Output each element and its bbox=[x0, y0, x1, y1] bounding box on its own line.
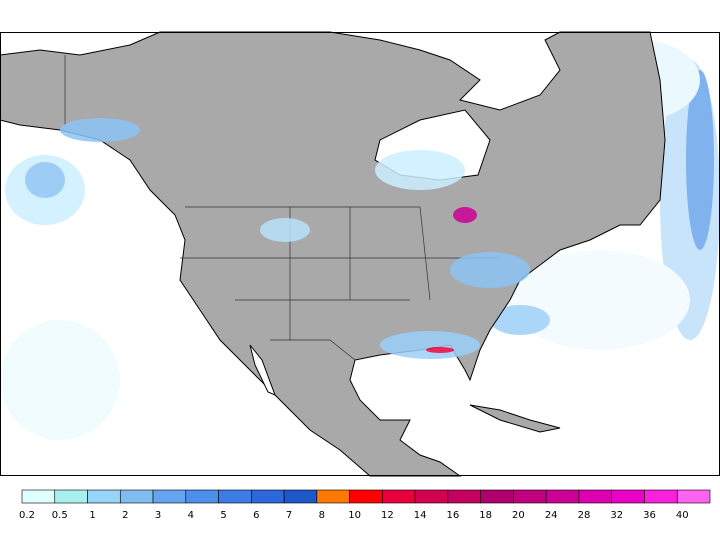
legend-label: 10 bbox=[348, 510, 361, 521]
legend-swatch bbox=[54, 489, 88, 504]
legend-swatch bbox=[283, 489, 318, 504]
precip bbox=[0, 320, 120, 440]
legend-swatch bbox=[152, 489, 187, 504]
legend-label: 24 bbox=[545, 510, 558, 521]
precip bbox=[380, 331, 480, 359]
legend-label: 4 bbox=[188, 510, 194, 521]
legend-label: 6 bbox=[253, 510, 259, 521]
legend-swatch bbox=[382, 489, 416, 504]
legend-label: 7 bbox=[286, 510, 292, 521]
legend-label: 40 bbox=[676, 510, 689, 521]
legend-swatch bbox=[414, 489, 449, 504]
legend-label: 12 bbox=[381, 510, 394, 521]
precip bbox=[426, 347, 454, 353]
color-legend: 0.2 0.5 1 2 3 4 5 6 7 8 10 12 14 16 18 20 24 28 32 36 40 bbox=[19, 489, 711, 521]
precip bbox=[510, 250, 690, 350]
legend-swatch bbox=[87, 489, 121, 504]
legend-swatch bbox=[218, 489, 252, 504]
legend-swatch bbox=[513, 489, 547, 504]
precip bbox=[260, 218, 310, 242]
legend-label: 0.2 bbox=[19, 510, 35, 521]
precip bbox=[686, 70, 714, 250]
legend-label: 18 bbox=[479, 510, 492, 521]
north-america bbox=[0, 31, 666, 477]
legend-label: 16 bbox=[447, 510, 460, 521]
legend-label: 20 bbox=[512, 510, 525, 521]
legend-swatch bbox=[447, 489, 481, 504]
legend-swatch bbox=[185, 489, 219, 504]
legend-swatch bbox=[578, 489, 613, 504]
legend-label: 5 bbox=[220, 510, 226, 521]
legend-swatch bbox=[644, 489, 678, 504]
legend-swatch bbox=[119, 489, 154, 504]
precip bbox=[490, 305, 550, 335]
legend-swatch bbox=[21, 489, 56, 504]
legend-label: 36 bbox=[643, 510, 656, 521]
legend-label: 32 bbox=[610, 510, 623, 521]
precip bbox=[375, 150, 465, 190]
legend-swatch bbox=[676, 489, 711, 504]
precip bbox=[450, 252, 530, 288]
legend-label: 8 bbox=[319, 510, 325, 521]
legend-swatch bbox=[545, 489, 580, 504]
borders bbox=[64, 55, 500, 361]
legend-label: 0.5 bbox=[52, 510, 68, 521]
gulf-of-california bbox=[249, 344, 276, 396]
precip bbox=[60, 118, 140, 142]
legend-label: 28 bbox=[578, 510, 591, 521]
legend-label: 3 bbox=[155, 510, 161, 521]
map bbox=[0, 31, 720, 477]
precip bbox=[25, 162, 65, 198]
legend-swatch bbox=[480, 489, 514, 504]
legend-swatch bbox=[349, 489, 383, 504]
precip bbox=[453, 207, 477, 223]
legend-swatch bbox=[611, 489, 645, 504]
legend-label: 1 bbox=[89, 510, 95, 521]
cuba bbox=[469, 404, 561, 433]
precip-land bbox=[60, 118, 530, 359]
legend-swatch bbox=[251, 489, 285, 504]
legend-label: 2 bbox=[122, 510, 128, 521]
legend-label: 14 bbox=[414, 510, 427, 521]
legend-swatch bbox=[316, 489, 350, 504]
